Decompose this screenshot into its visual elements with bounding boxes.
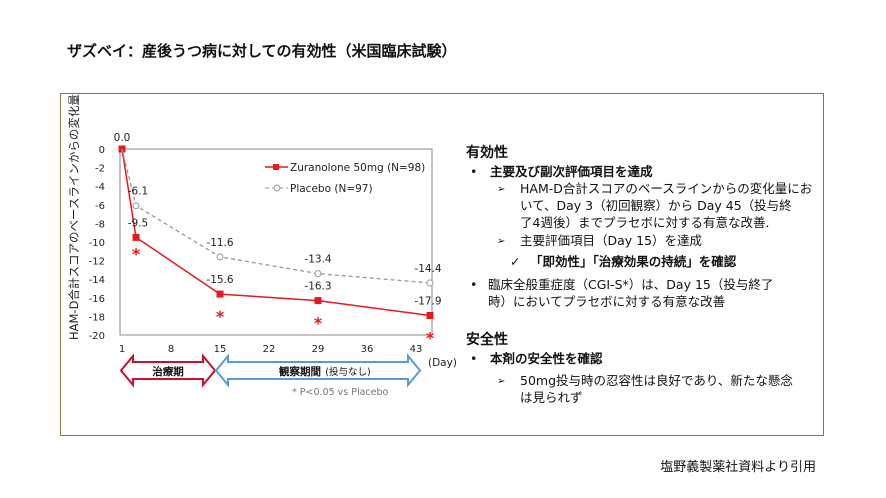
safety-sub-1a: 50mg投与時の忍容性は良好であり、新たな懸念	[520, 373, 793, 388]
legend-label-placebo: Placebo (N=97)	[290, 183, 373, 195]
arrow-icon: ➢	[497, 376, 506, 387]
significance-star: *	[132, 244, 141, 263]
efficacy-bullet-1: 主要及び副次評価項目を達成	[490, 164, 653, 179]
footnote: * P<0.05 vs Placebo	[292, 387, 389, 398]
y-axis-label: HAM-D合計スコアのベースラインからの変化量	[67, 94, 81, 340]
legend-marker-placebo	[273, 184, 281, 192]
efficacy-heading: 有効性	[466, 145, 508, 161]
data-point-zuranolone	[216, 290, 224, 298]
legend-marker-zuranolone	[273, 164, 279, 170]
check-icon: ✓	[510, 254, 521, 269]
data-point-zuranolone	[314, 297, 322, 305]
x-tick-label: 8	[168, 344, 174, 355]
arrow-icon: ➢	[497, 184, 506, 195]
arrow-icon: ➢	[497, 236, 506, 247]
y-tick-label: -20	[89, 331, 105, 342]
data-label: 0.0	[114, 132, 131, 144]
plot-area	[119, 148, 433, 336]
data-label: -9.5	[128, 217, 149, 229]
data-point-zuranolone	[132, 233, 140, 241]
y-tick-label: -4	[95, 182, 105, 193]
x-tick-label: 15	[214, 344, 227, 355]
treatment-period-label: 治療期	[152, 365, 184, 378]
observation-period-arrow	[214, 353, 422, 388]
x-tick-label: 1	[119, 344, 125, 355]
legend-label-zuranolone: Zuranolone 50mg (N=98)	[290, 162, 425, 174]
efficacy-bullet-2a: 臨床全般重症度（CGI-S*）は、Day 15（投与終了	[488, 277, 774, 292]
source-note: 塩野義製薬社資料より引用	[660, 460, 816, 475]
observation-period-sublabel: (投与なし)	[325, 366, 370, 378]
x-tick-label: 43	[410, 344, 423, 355]
y-tick-label: -8	[95, 219, 105, 230]
efficacy-sub-1a: HAM-D合計スコアのベースラインからの変化量にお	[520, 181, 813, 196]
bullet-icon: •	[470, 351, 478, 366]
y-tick-label: -10	[89, 238, 105, 249]
data-label: -16.3	[304, 281, 331, 293]
y-tick-label: -14	[89, 275, 105, 286]
y-tick-label: -12	[89, 257, 105, 268]
efficacy-sub-1c: 了4週後）までプラセボに対する有意な改善.	[520, 215, 770, 230]
x-tick-label: 36	[361, 344, 374, 355]
y-tick-label: -18	[89, 312, 105, 323]
data-point-placebo	[132, 202, 140, 210]
data-point-placebo	[216, 253, 224, 261]
data-label: -17.9	[414, 295, 441, 307]
efficacy-sub-2: 主要評価項目（Day 15）を達成	[520, 233, 703, 248]
data-label: -11.6	[206, 237, 233, 249]
significance-star: *	[314, 314, 323, 333]
content-frame	[60, 93, 824, 436]
significance-star: *	[426, 328, 435, 347]
safety-bullet-1: 本剤の安全性を確認	[490, 351, 603, 366]
data-point-placebo	[426, 279, 434, 287]
data-label: -6.1	[128, 186, 149, 198]
safety-sub-1b: は見られず	[520, 390, 583, 405]
y-tick-label: -6	[95, 201, 105, 212]
data-point-placebo	[314, 270, 322, 278]
data-point-zuranolone	[426, 311, 434, 319]
safety-heading: 安全性	[466, 332, 508, 348]
bullet-icon: •	[470, 277, 478, 292]
x-tick-label: 22	[263, 344, 276, 355]
significance-star: *	[216, 307, 225, 326]
efficacy-sub-1b: いて、Day 3（初回観察）から Day 45（投与終	[520, 198, 792, 213]
data-label: -13.4	[304, 254, 331, 266]
x-tick-label: 29	[312, 344, 325, 355]
y-tick-label: -16	[89, 294, 105, 305]
data-label: -14.4	[414, 263, 441, 275]
x-axis-label: (Day)	[428, 357, 457, 369]
efficacy-check: 「即効性」「治療効果の持続」を確認	[530, 254, 737, 269]
bullet-icon: •	[470, 164, 478, 179]
data-label: -15.6	[206, 274, 233, 286]
observation-period-label: 観察期間	[279, 365, 321, 378]
y-tick-label: 0	[99, 145, 105, 156]
y-tick-label: -2	[95, 164, 105, 175]
efficacy-bullet-2b: 時）においてプラセボに対する有意な改善	[488, 294, 726, 309]
slide-title: ザズベイ：産後うつ病に対しての有効性（米国臨床試験）	[67, 42, 457, 60]
